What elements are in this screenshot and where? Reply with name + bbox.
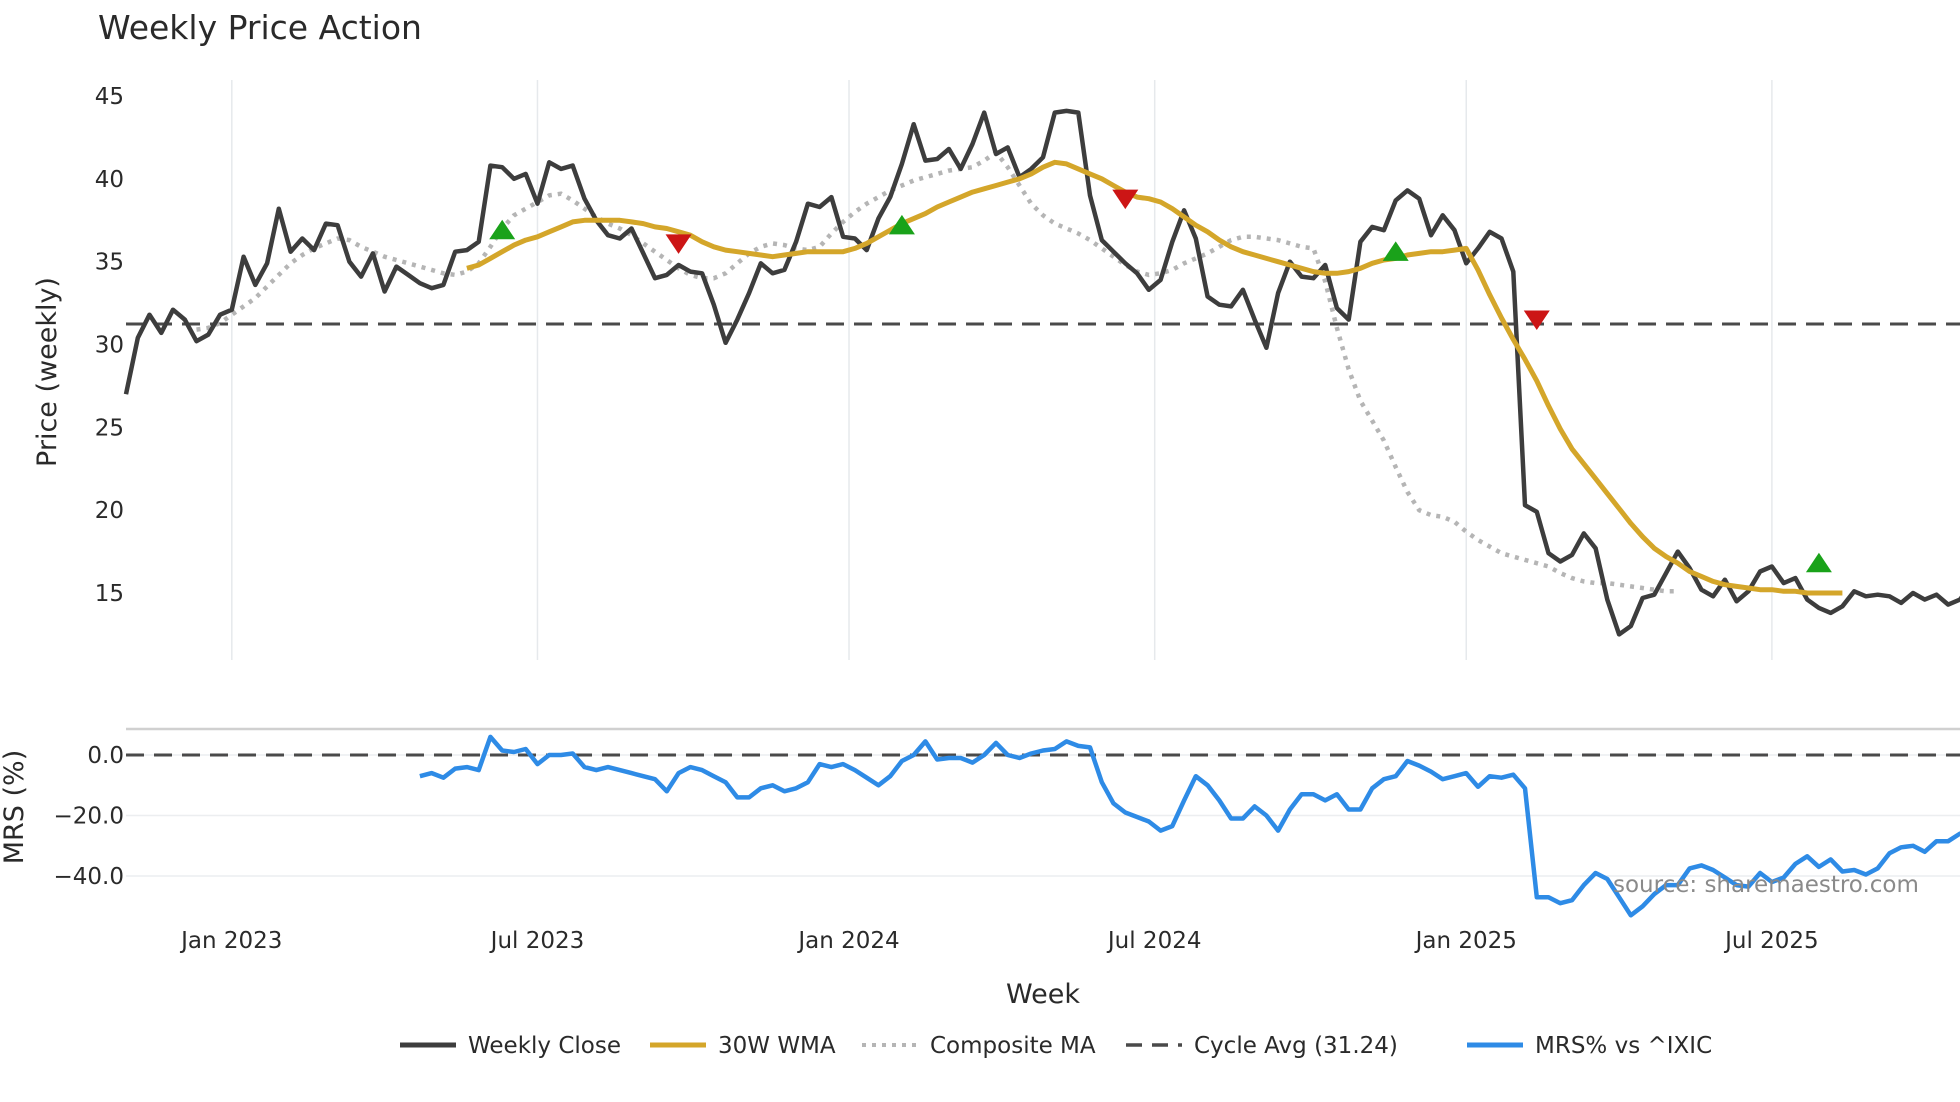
y-tick-label: −40.0 xyxy=(54,864,124,890)
y-tick-label: 20 xyxy=(95,498,124,524)
price-series xyxy=(123,108,1960,637)
source-annotation: source: sharemaestro.com xyxy=(1613,872,1919,898)
mrs-gridlines xyxy=(126,754,1960,877)
price-y-label: Price (weekly) xyxy=(32,277,63,467)
y-tick-label: 30 xyxy=(95,333,124,359)
y-tick-label: 15 xyxy=(95,581,124,607)
buy-signal-triangle-up-icon xyxy=(1805,552,1832,573)
x-ticks: Jan 2023 Jul 2023 Jan 2024 Jul 2024 Jan 2025… xyxy=(179,928,1819,954)
price-y-ticks: 15 20 25 30 35 40 45 xyxy=(95,84,124,607)
mrs-y-ticks: 0.0 −20.0 −40.0 xyxy=(54,743,124,890)
y-tick-label: 45 xyxy=(95,84,124,110)
legend-label-composite-ma: Composite MA xyxy=(930,1033,1096,1059)
y-tick-label: 25 xyxy=(95,415,124,441)
x-tick-label: Jan 2023 xyxy=(179,928,282,954)
y-tick-label: 0.0 xyxy=(87,743,124,769)
price-gridlines xyxy=(231,80,1773,660)
x-tick-label: Jan 2025 xyxy=(1414,928,1517,954)
y-tick-label: −20.0 xyxy=(54,804,124,830)
sell-signal-triangle-down-icon xyxy=(665,234,692,254)
buy-signal-triangle-up-icon xyxy=(1382,241,1409,261)
weekly-close-line xyxy=(123,108,1960,637)
mrs-vs-ixic-line xyxy=(419,734,1960,918)
y-tick-label: 35 xyxy=(95,250,124,276)
legend-label-weekly-close: Weekly Close xyxy=(468,1033,621,1059)
buy-signal-triangle-up-icon xyxy=(489,219,516,240)
sell-signal-triangle-down-icon xyxy=(1112,189,1139,210)
signal-markers xyxy=(489,189,1832,573)
y-tick-label: 40 xyxy=(95,167,124,193)
x-tick-label: Jul 2023 xyxy=(489,928,585,954)
mrs-series xyxy=(126,734,1960,918)
x-tick-label: Jul 2025 xyxy=(1723,928,1819,954)
chart-title: Weekly Price Action xyxy=(98,8,422,47)
x-tick-label: Jan 2024 xyxy=(796,928,899,954)
sell-signal-triangle-down-icon xyxy=(1523,310,1550,331)
composite-ma-line xyxy=(196,149,1678,594)
legend-label-mrs-vs-ixic: MRS% vs ^IXIC xyxy=(1535,1033,1712,1059)
x-axis-label: Week xyxy=(1006,979,1080,1010)
buy-signal-triangle-up-icon xyxy=(888,214,915,235)
legend-label-30w-wma: 30W WMA xyxy=(718,1033,836,1059)
x-tick-label: Jul 2024 xyxy=(1106,928,1202,954)
mrs-y-label: MRS (%) xyxy=(0,750,30,865)
legend: Weekly Close 30W WMA Composite MA Cycle Avg… xyxy=(400,1033,1712,1059)
30w-wma-line xyxy=(466,159,1843,596)
legend-label-cycle-avg-31-24: Cycle Avg (31.24) xyxy=(1194,1033,1398,1059)
